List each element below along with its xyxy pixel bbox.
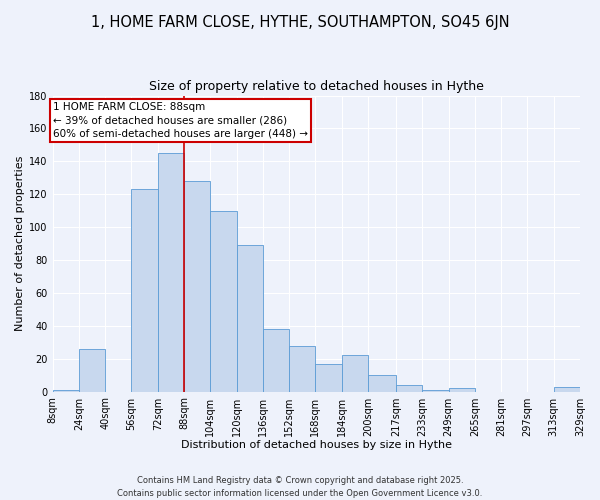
- Text: 1, HOME FARM CLOSE, HYTHE, SOUTHAMPTON, SO45 6JN: 1, HOME FARM CLOSE, HYTHE, SOUTHAMPTON, …: [91, 15, 509, 30]
- Bar: [158, 153, 184, 392]
- Bar: [289, 346, 316, 392]
- Bar: [342, 356, 368, 392]
- Bar: [396, 385, 422, 392]
- Bar: [53, 390, 79, 392]
- Text: 1 HOME FARM CLOSE: 88sqm
← 39% of detached houses are smaller (286)
60% of semi-: 1 HOME FARM CLOSE: 88sqm ← 39% of detach…: [53, 102, 308, 139]
- X-axis label: Distribution of detached houses by size in Hythe: Distribution of detached houses by size …: [181, 440, 452, 450]
- Text: Contains HM Land Registry data © Crown copyright and database right 2025.
Contai: Contains HM Land Registry data © Crown c…: [118, 476, 482, 498]
- Title: Size of property relative to detached houses in Hythe: Size of property relative to detached ho…: [149, 80, 484, 93]
- Bar: [554, 386, 580, 392]
- Bar: [79, 349, 105, 392]
- Bar: [184, 181, 210, 392]
- Bar: [263, 329, 289, 392]
- Bar: [368, 375, 396, 392]
- Bar: [131, 190, 158, 392]
- Y-axis label: Number of detached properties: Number of detached properties: [15, 156, 25, 332]
- Bar: [236, 245, 263, 392]
- Bar: [316, 364, 342, 392]
- Bar: [210, 210, 236, 392]
- Bar: [422, 390, 449, 392]
- Bar: [449, 388, 475, 392]
